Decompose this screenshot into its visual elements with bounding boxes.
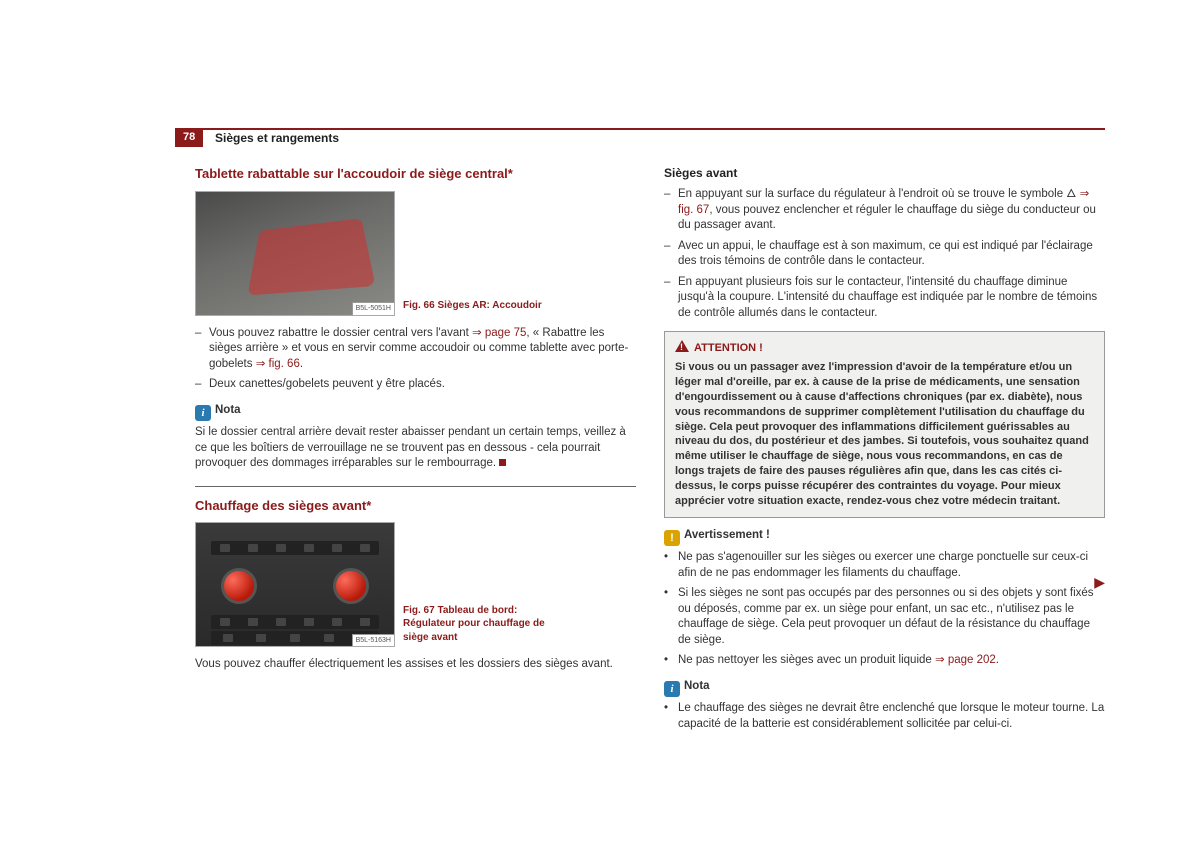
right-column: Sièges avant – En appuyant sur la surfac… (664, 165, 1105, 742)
bullet-icon: • (664, 550, 678, 581)
page-link[interactable]: ⇒ page 75 (472, 327, 526, 339)
attention-title: ATTENTION ! (675, 340, 1094, 356)
list-item: • Ne pas nettoyer les sièges avec un pro… (664, 653, 1105, 669)
text: En appuyant plusieurs fois sur le contac… (678, 275, 1105, 322)
list-item: – Deux canettes/gobelets peuvent y être … (195, 377, 636, 393)
warning-triangle-icon (675, 340, 689, 352)
fig-link[interactable]: ⇒ fig. 66 (256, 358, 300, 370)
figure-67-image: B5L-5163H (195, 522, 395, 647)
attention-box: ATTENTION ! Si vous ou un passager avez … (664, 331, 1105, 517)
heading-tablette: Tablette rabattable sur l'accoudoir de s… (195, 165, 636, 183)
panel-buttons (211, 615, 379, 629)
info-icon: i (664, 681, 680, 697)
list-nota: • Le chauffage des sièges ne devrait êtr… (664, 701, 1105, 732)
text: Ne pas s'agenouiller sur les sièges ou e… (678, 550, 1105, 581)
nota-label: Nota (684, 680, 710, 692)
list-item: • Ne pas s'agenouiller sur les sièges ou… (664, 550, 1105, 581)
figure-67: B5L-5163H Fig. 67 Tableau de bord: Régul… (195, 522, 636, 647)
text: . (996, 654, 999, 666)
figure-66-caption: Fig. 66 Sièges AR: Accoudoir (403, 299, 542, 316)
list-sieges-avant: – En appuyant sur la surface du régulate… (664, 187, 1105, 321)
info-icon: i (195, 405, 211, 421)
text: . (300, 358, 303, 370)
chauffage-text: Vous pouvez chauffer électriquement les … (195, 657, 636, 673)
continue-arrow-icon: ▶ (1094, 573, 1105, 592)
nota-heading-2: i Nota (664, 679, 1105, 697)
text: Si les sièges ne sont pas occupés par de… (678, 586, 1105, 648)
figure-66: B5L-5051H Fig. 66 Sièges AR: Accoudoir (195, 191, 636, 316)
end-marker-icon (499, 459, 506, 466)
text: Ne pas nettoyer les sièges avec un produ… (678, 654, 935, 666)
list-item: • Le chauffage des sièges ne devrait êtr… (664, 701, 1105, 732)
dash-icon: – (664, 239, 678, 270)
section-title: Sièges et rangements (215, 130, 339, 146)
manual-page: 78 Sièges et rangements Tablette rabatta… (0, 0, 1200, 742)
page-number: 78 (175, 128, 203, 147)
dash-icon: – (664, 187, 678, 234)
list-item: • Si les sièges ne sont pas occupés par … (664, 586, 1105, 648)
nota-label: Nota (215, 404, 241, 416)
armrest-highlight (247, 218, 375, 295)
separator (195, 486, 636, 487)
nota-text: Si le dossier central arrière devait res… (195, 425, 636, 472)
list-tablette: – Vous pouvez rabattre le dossier centra… (195, 326, 636, 393)
bullet-icon: • (664, 701, 678, 732)
dash-icon: – (195, 377, 209, 393)
bullet-icon: • (664, 653, 678, 669)
figure-66-image: B5L-5051H (195, 191, 395, 316)
list-avertissement: • Ne pas s'agenouiller sur les sièges ou… (664, 550, 1105, 669)
figure-67-caption: Fig. 67 Tableau de bord: Régulateur pour… (403, 604, 563, 648)
text: En appuyant sur la surface du régulateur… (678, 188, 1080, 200)
list-item: – Vous pouvez rabattre le dossier centra… (195, 326, 636, 373)
text: Le chauffage des sièges ne devrait être … (678, 701, 1105, 732)
dash-icon: – (195, 326, 209, 373)
text: Deux canettes/gobelets peuvent y être pl… (209, 377, 445, 393)
list-item: – En appuyant plusieurs fois sur le cont… (664, 275, 1105, 322)
panel-buttons (211, 541, 379, 555)
list-item: – Avec un appui, le chauffage est à son … (664, 239, 1105, 270)
avertissement-heading: ! Avertissement ! (664, 528, 1105, 546)
avert-label: Avertissement ! (684, 529, 770, 541)
figure-67-code: B5L-5163H (352, 634, 394, 646)
text: Vous pouvez rabattre le dossier central … (209, 327, 472, 339)
list-item: – En appuyant sur la surface du régulate… (664, 187, 1105, 234)
text: , vous pouvez enclencher et réguler le c… (678, 204, 1096, 232)
caution-icon: ! (664, 530, 680, 546)
left-column: Tablette rabattable sur l'accoudoir de s… (195, 165, 636, 742)
page-link[interactable]: ⇒ page 202 (935, 654, 996, 666)
attention-text: Si vous ou un passager avez l'impression… (675, 360, 1094, 508)
heater-knob-left (221, 568, 257, 604)
heading-sieges-avant: Sièges avant (664, 165, 1105, 181)
dash-icon: – (664, 275, 678, 322)
heading-chauffage: Chauffage des sièges avant* (195, 497, 636, 515)
nota-heading: i Nota (195, 403, 636, 421)
heater-knob-right (333, 568, 369, 604)
figure-66-code: B5L-5051H (352, 302, 394, 314)
text: Avec un appui, le chauffage est à son ma… (678, 239, 1105, 270)
bullet-icon: • (664, 586, 678, 648)
